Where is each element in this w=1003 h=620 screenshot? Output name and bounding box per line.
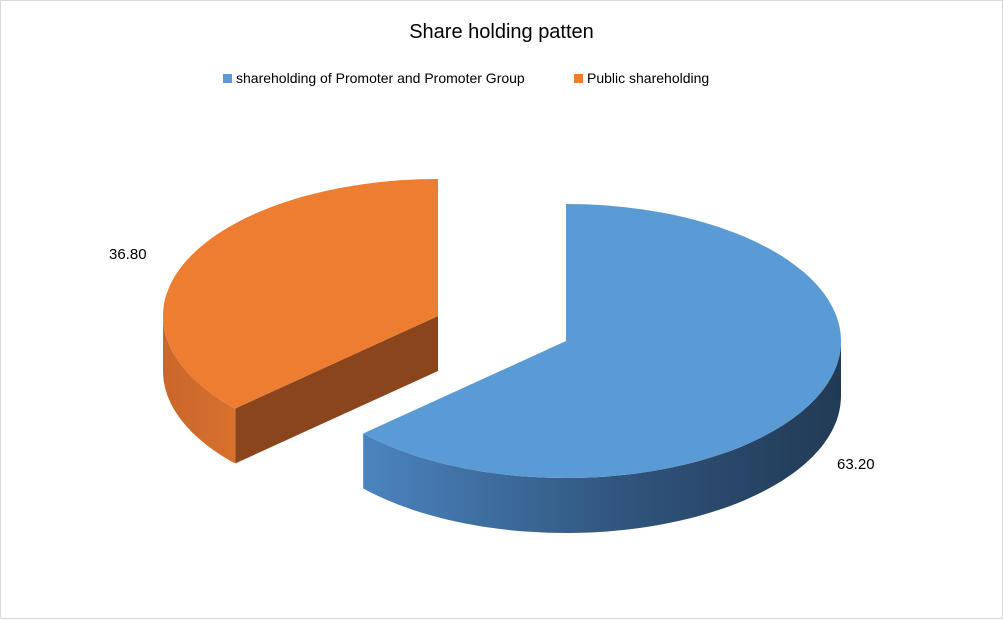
legend-item-promoter: shareholding of Promoter and Promoter Gr… bbox=[223, 70, 525, 86]
legend-label: Public shareholding bbox=[587, 70, 710, 86]
slice-public-inner-face bbox=[235, 316, 438, 464]
legend-label: shareholding of Promoter and Promoter Gr… bbox=[236, 70, 525, 86]
slice-promoter-top bbox=[363, 204, 841, 478]
slice-promoter-side bbox=[363, 341, 841, 533]
legend-swatch bbox=[223, 73, 232, 83]
legend-item-public: Public shareholding bbox=[574, 70, 709, 86]
chart-title: Share holding patten bbox=[409, 21, 594, 43]
legend-swatch bbox=[574, 73, 583, 83]
data-label-public: 36.80 bbox=[109, 246, 147, 263]
slice-public-side bbox=[163, 316, 236, 464]
slice-public-top bbox=[163, 179, 438, 409]
data-label-promoter: 63.20 bbox=[837, 456, 875, 473]
